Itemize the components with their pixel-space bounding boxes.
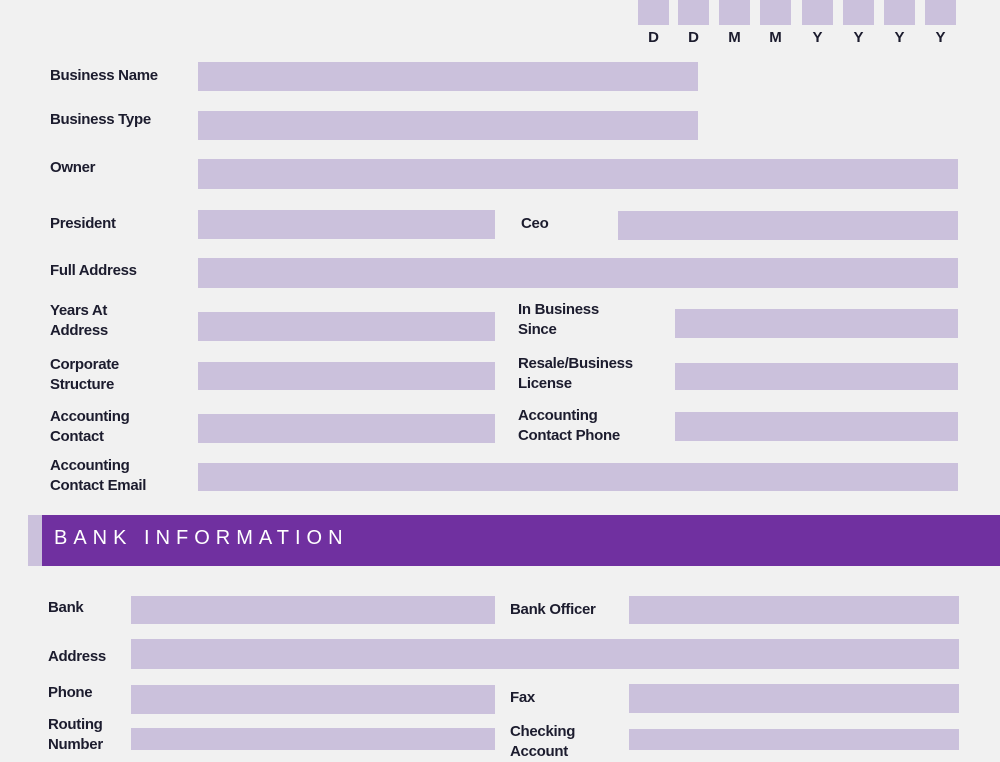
accounting-contact-phone-label: Accounting Contact Phone bbox=[518, 407, 620, 444]
owner-field[interactable] bbox=[198, 159, 958, 189]
business-name-label: Business Name bbox=[50, 67, 158, 84]
checking-account-label: Checking Account bbox=[510, 723, 576, 760]
bank-officer-field[interactable] bbox=[629, 596, 959, 624]
date-letter-month-2: M bbox=[769, 29, 782, 46]
date-month-2-field[interactable] bbox=[760, 0, 791, 25]
president-label: President bbox=[50, 215, 116, 232]
bank-officer-label: Bank Officer bbox=[510, 601, 596, 618]
date-letter-year-3: Y bbox=[894, 29, 905, 46]
in-business-since-field[interactable] bbox=[675, 309, 958, 338]
routing-number-label: Routing Number bbox=[48, 716, 103, 753]
date-letter-year-1: Y bbox=[812, 29, 823, 46]
date-letter-year-2: Y bbox=[853, 29, 864, 46]
routing-number-field[interactable] bbox=[131, 728, 495, 750]
bank-field[interactable] bbox=[131, 596, 495, 624]
date-year-2-field[interactable] bbox=[843, 0, 874, 25]
banner-accent-bar bbox=[28, 515, 42, 566]
date-day-2-field[interactable] bbox=[678, 0, 709, 25]
bank-fax-label: Fax bbox=[510, 689, 535, 706]
bank-address-field[interactable] bbox=[131, 639, 959, 669]
date-letter-year-4: Y bbox=[935, 29, 946, 46]
business-type-label: Business Type bbox=[50, 111, 151, 128]
corporate-structure-label: Corporate Structure bbox=[50, 356, 119, 393]
bank-information-banner bbox=[28, 515, 1000, 566]
full-address-label: Full Address bbox=[50, 262, 137, 279]
date-letter-day-2: D bbox=[688, 29, 699, 46]
date-field-group: D D M M Y Y Y Y bbox=[638, 0, 958, 50]
bank-phone-field[interactable] bbox=[131, 685, 495, 714]
accounting-contact-email-label: Accounting Contact Email bbox=[50, 457, 147, 494]
date-year-3-field[interactable] bbox=[884, 0, 915, 25]
bank-label: Bank bbox=[48, 599, 84, 616]
date-letter-month-1: M bbox=[728, 29, 741, 46]
owner-label: Owner bbox=[50, 159, 96, 176]
bank-fax-field[interactable] bbox=[629, 684, 959, 713]
date-letter-day-1: D bbox=[648, 29, 659, 46]
in-business-since-label: In Business Since bbox=[518, 301, 599, 338]
accounting-contact-email-field[interactable] bbox=[198, 463, 958, 491]
years-at-address-field[interactable] bbox=[198, 312, 495, 341]
ceo-field[interactable] bbox=[618, 211, 958, 240]
resale-business-license-field[interactable] bbox=[675, 363, 958, 390]
president-field[interactable] bbox=[198, 210, 495, 239]
business-type-field[interactable] bbox=[198, 111, 698, 140]
resale-business-license-label: Resale/Business License bbox=[518, 355, 633, 392]
accounting-contact-phone-field[interactable] bbox=[675, 412, 958, 441]
corporate-structure-field[interactable] bbox=[198, 362, 495, 390]
ceo-label: Ceo bbox=[521, 215, 549, 232]
business-name-field[interactable] bbox=[198, 62, 698, 91]
accounting-contact-field[interactable] bbox=[198, 414, 495, 443]
date-year-1-field[interactable] bbox=[802, 0, 833, 25]
date-day-1-field[interactable] bbox=[638, 0, 669, 25]
date-month-1-field[interactable] bbox=[719, 0, 750, 25]
checking-account-field[interactable] bbox=[629, 729, 959, 750]
date-year-4-field[interactable] bbox=[925, 0, 956, 25]
accounting-contact-label: Accounting Contact bbox=[50, 408, 130, 445]
years-at-address-label: Years At Address bbox=[50, 302, 108, 339]
bank-address-label: Address bbox=[48, 648, 106, 665]
bank-information-title: BANK INFORMATION bbox=[54, 527, 349, 549]
full-address-field[interactable] bbox=[198, 258, 958, 288]
bank-phone-label: Phone bbox=[48, 684, 93, 701]
